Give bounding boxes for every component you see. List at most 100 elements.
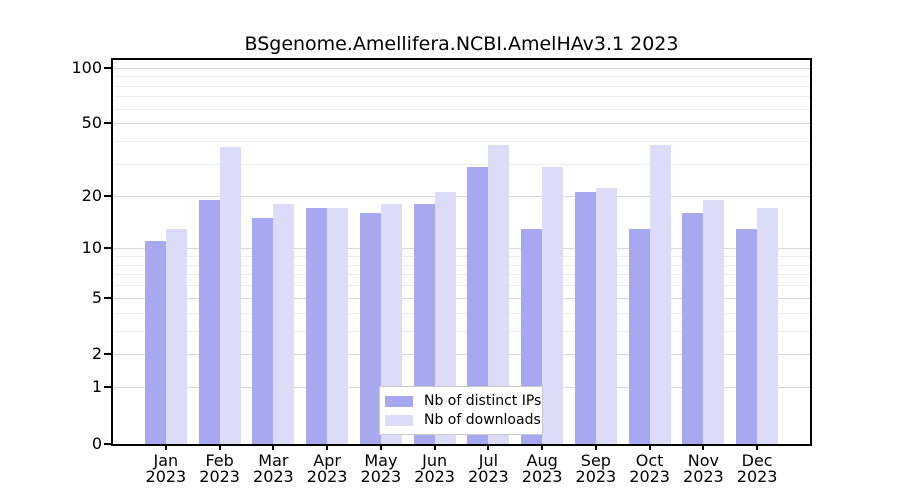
x-tick-label-jan: Jan 2023 xyxy=(128,453,204,485)
y-tick-label-10: 10 xyxy=(81,238,102,258)
plot-area: Nb of distinct IPs Nb of downloads xyxy=(111,58,812,446)
x-tick-label-jul: Jul 2023 xyxy=(450,453,526,485)
legend-label-distinct-ips: Nb of distinct IPs xyxy=(424,393,542,409)
x-tick-label-month: Dec xyxy=(741,451,773,470)
major-gridline-5 xyxy=(113,297,810,299)
minor-gridline-9 xyxy=(113,256,810,258)
x-tick-label-oct: Oct 2023 xyxy=(612,453,688,485)
x-tick-label-year: 2023 xyxy=(736,467,778,486)
y-tick-label-2: 2 xyxy=(91,344,102,364)
bar-distinct-ips-sep xyxy=(574,192,596,444)
bar-downloads-jul xyxy=(488,145,510,444)
minor-gridline-90 xyxy=(113,76,810,78)
legend-item-downloads: Nb of downloads xyxy=(385,412,541,428)
x-tick-label-sep: Sep 2023 xyxy=(558,453,634,485)
x-tick-label-month: Jul xyxy=(478,451,499,470)
x-tick-label-nov: Nov 2023 xyxy=(665,453,741,485)
month-group-apr xyxy=(300,60,354,444)
bar-downloads-aug xyxy=(542,166,564,444)
bar-distinct-ips-jun xyxy=(413,203,435,444)
x-tick-label-feb: Feb 2023 xyxy=(182,453,258,485)
x-tick-label-year: 2023 xyxy=(360,467,402,486)
major-gridline-10 xyxy=(113,248,810,250)
legend-swatch-downloads xyxy=(385,414,413,426)
minor-gridline-40 xyxy=(113,141,810,143)
x-tick-label-month: Aug xyxy=(526,451,558,470)
bar-distinct-ips-may xyxy=(359,213,381,444)
x-tick-label-apr: Apr 2023 xyxy=(289,453,365,485)
month-group-mar xyxy=(247,60,301,444)
minor-gridline-6 xyxy=(113,285,810,287)
x-tick-label-may: May 2023 xyxy=(343,453,419,485)
bars-layer xyxy=(113,60,810,444)
minor-gridline-4 xyxy=(113,312,810,314)
month-group-may xyxy=(354,60,408,444)
bar-distinct-ips-oct xyxy=(628,228,650,444)
x-tick-label-month: May xyxy=(364,451,398,470)
y-tick-label-0: 0 xyxy=(91,434,102,453)
x-tick-label-month: Mar xyxy=(258,451,289,470)
x-tick-label-year: 2023 xyxy=(306,467,348,486)
month-group-dec xyxy=(730,60,784,444)
y-tick-label-50: 50 xyxy=(81,113,102,133)
minor-gridline-80 xyxy=(113,85,810,87)
x-tick-label-year: 2023 xyxy=(683,467,724,486)
x-tick-label-year: 2023 xyxy=(199,467,240,486)
legend-label-downloads: Nb of downloads xyxy=(424,412,541,428)
bar-downloads-feb xyxy=(219,147,241,444)
bar-downloads-jan xyxy=(165,228,187,444)
major-gridline-50 xyxy=(113,123,810,125)
y-tick-label-100: 100 xyxy=(71,57,102,77)
bar-distinct-ips-feb xyxy=(198,199,220,444)
x-tick-label-month: Jan xyxy=(153,451,179,470)
bar-downloads-sep xyxy=(595,188,617,444)
minor-gridline-30 xyxy=(113,164,810,165)
y-tick-label-1: 1 xyxy=(91,377,102,397)
legend-item-distinct-ips: Nb of distinct IPs xyxy=(385,393,541,409)
bar-downloads-may xyxy=(380,203,402,444)
bar-downloads-jun xyxy=(434,192,456,444)
major-gridline-2 xyxy=(113,354,810,356)
major-gridline-20 xyxy=(113,195,810,197)
month-group-jan xyxy=(139,60,193,444)
month-group-sep xyxy=(569,60,623,444)
x-tick-label-jun: Jun 2023 xyxy=(397,453,473,485)
bar-downloads-mar xyxy=(273,203,295,444)
x-tick-label-year: 2023 xyxy=(521,467,563,486)
legend: Nb of distinct IPs Nb of downloads xyxy=(379,386,543,435)
bar-distinct-ips-jan xyxy=(144,241,166,444)
bar-downloads-apr xyxy=(327,208,349,444)
minor-gridline-60 xyxy=(113,108,810,110)
bar-distinct-ips-nov xyxy=(682,213,704,444)
x-tick-label-year: 2023 xyxy=(253,467,294,486)
minor-gridline-8 xyxy=(113,264,810,266)
x-tick-label-year: 2023 xyxy=(468,467,509,486)
x-tick-label-aug: Aug 2023 xyxy=(504,453,580,485)
bar-downloads-dec xyxy=(757,208,779,444)
x-tick-label-year: 2023 xyxy=(575,467,617,486)
major-gridline-100 xyxy=(113,67,810,69)
x-tick-label-month: Sep xyxy=(580,451,611,470)
x-tick-label-year: 2023 xyxy=(414,467,455,486)
minor-gridline-7 xyxy=(113,274,810,276)
x-tick-label-month: Apr xyxy=(313,451,341,470)
x-tick-label-month: Feb xyxy=(205,451,234,470)
bar-distinct-ips-mar xyxy=(252,217,274,444)
legend-swatch-distinct-ips xyxy=(385,395,413,407)
month-group-oct xyxy=(623,60,677,444)
month-group-jul xyxy=(462,60,516,444)
minor-gridline-70 xyxy=(113,96,810,98)
bar-distinct-ips-apr xyxy=(306,208,328,444)
bar-downloads-oct xyxy=(649,145,671,444)
bar-distinct-ips-dec xyxy=(736,228,758,444)
bar-downloads-nov xyxy=(703,199,725,444)
x-tick-label-dec: Dec 2023 xyxy=(719,453,795,485)
x-tick-label-mar: Mar 2023 xyxy=(235,453,311,485)
x-tick-label-year: 2023 xyxy=(145,467,187,486)
bar-distinct-ips-jul xyxy=(467,166,489,444)
x-tick-label-month: Jun xyxy=(422,451,448,470)
month-group-feb xyxy=(193,60,247,444)
chart-title: BSgenome.Amellifera.NCBI.AmelHAv3.1 2023 xyxy=(244,33,679,55)
y-tick-label-20: 20 xyxy=(81,185,102,205)
